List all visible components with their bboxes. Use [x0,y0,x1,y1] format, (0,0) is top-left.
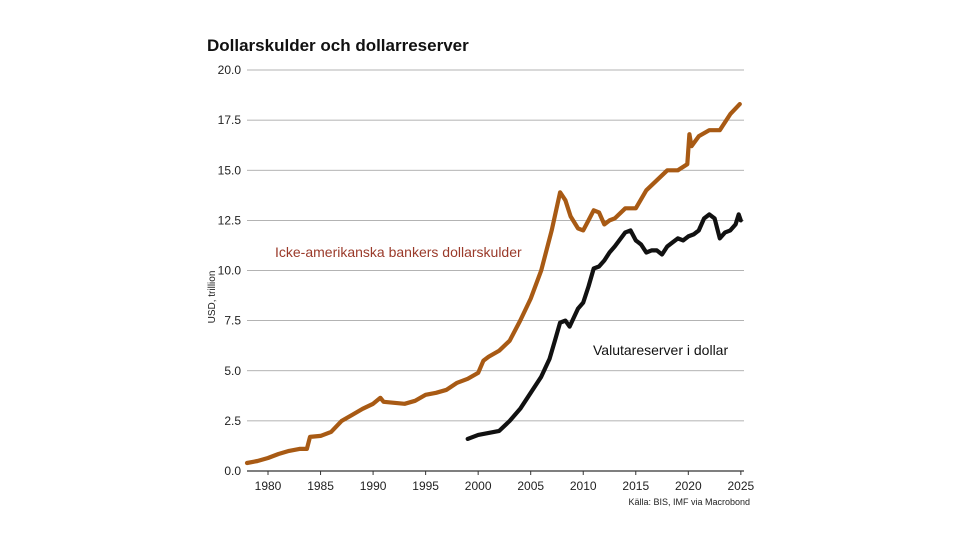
y-axis-label: USD, trillion [207,271,218,324]
chart-title: Dollarskulder och dollarreserver [207,36,469,55]
grid [247,69,744,475]
x-tick-label: 1995 [412,479,439,493]
y-tick-label: 10.0 [218,264,242,278]
y-tick-labels: 0.0 2.5 5.0 7.5 10.0 12.5 15.0 17.5 20.0 [218,63,242,478]
series-label-valutareserver: Valutareserver i dollar [593,342,728,358]
series-label-dollarskulder: Icke-amerikanska bankers dollarskulder [275,244,522,260]
y-tick-label: 15.0 [218,163,242,177]
y-tick-label: 7.5 [224,314,241,328]
y-tick-label: 5.0 [224,364,241,378]
series-line-1 [465,212,743,441]
x-tick-label: 1980 [255,479,282,493]
series-lines [244,102,743,466]
source-note: Källa: BIS, IMF via Macrobond [628,497,750,507]
x-tick-label: 2020 [675,479,702,493]
x-tick-label: 2005 [517,479,544,493]
series-line-0 [244,102,742,466]
y-tick-label: 17.5 [218,113,242,127]
y-tick-label: 2.5 [224,414,241,428]
x-tick-label: 2015 [622,479,649,493]
y-tick-label: 0.0 [224,464,241,478]
x-tick-label: 1985 [307,479,334,493]
x-tick-label: 2000 [465,479,492,493]
y-tick-label: 20.0 [218,63,242,77]
x-tick-label: 2025 [727,479,754,493]
x-tick-label: 1990 [360,479,387,493]
x-tick-labels: 1980 1985 1990 1995 2000 2005 2010 2015 2020 2025 [255,479,755,493]
x-tick-label: 2010 [570,479,597,493]
y-tick-label: 12.5 [218,213,242,227]
